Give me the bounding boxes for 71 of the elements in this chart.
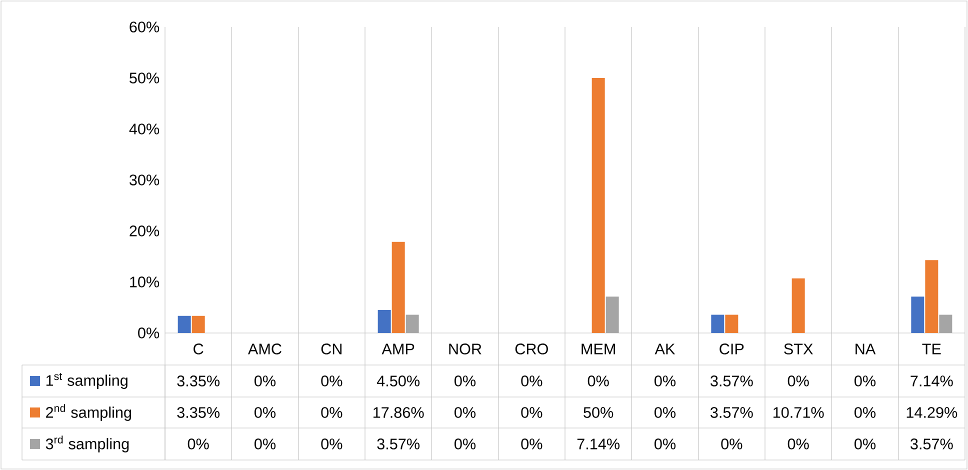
x-tick-label: TE xyxy=(922,344,941,354)
bar xyxy=(725,314,738,333)
bar xyxy=(392,242,405,333)
legend-label: 1$^{st}$ sampling xyxy=(46,373,128,389)
bar xyxy=(792,278,805,333)
x-tick-label: CN xyxy=(321,344,342,354)
y-tick-label: 60% xyxy=(130,22,160,32)
x-tick-label: STX xyxy=(784,344,813,354)
x-tick-label: AK xyxy=(654,344,676,354)
bar xyxy=(378,310,391,333)
data-label: 0% xyxy=(454,376,476,386)
data-label: 3.57% xyxy=(710,376,753,386)
bar xyxy=(178,316,191,333)
x-tick-label: AMC xyxy=(248,344,282,354)
data-label: 3.35% xyxy=(177,376,220,386)
x-tick-label: NA xyxy=(856,344,876,354)
data-label: 0% xyxy=(788,438,809,450)
data-label: 3.57% xyxy=(910,438,953,450)
bar xyxy=(911,296,924,333)
bar xyxy=(192,316,205,333)
data-label: 0% xyxy=(321,376,342,386)
data-label: 0% xyxy=(854,376,876,386)
legend-label: 3$^{rd}$ sampling xyxy=(46,436,129,452)
x-tick-label: AMP xyxy=(382,344,414,354)
data-label: 0% xyxy=(254,407,276,418)
legend-label: 2$^{nd}$ sampling xyxy=(46,404,132,421)
data-label: 0% xyxy=(654,438,676,450)
data-label: 0% xyxy=(454,407,476,418)
data-label: 0% xyxy=(254,438,276,450)
data-label: 3.57% xyxy=(710,407,753,418)
data-label: 0% xyxy=(654,407,676,418)
bar xyxy=(406,314,419,333)
data-label: 7.14% xyxy=(577,438,620,450)
bar xyxy=(939,314,952,333)
data-label: 0% xyxy=(654,376,676,386)
bar xyxy=(925,260,938,333)
data-label: 0% xyxy=(788,376,809,386)
data-label: 4.50% xyxy=(376,376,420,386)
data-label: 0% xyxy=(321,438,342,450)
data-label: 0% xyxy=(588,376,609,386)
y-tick-label: 50% xyxy=(130,72,160,84)
x-tick-label: NOR xyxy=(449,344,482,354)
x-tick-label: CRO xyxy=(515,344,548,354)
data-label: 7.14% xyxy=(910,376,953,386)
data-label: 0% xyxy=(721,438,742,450)
x-tick-label: CIP xyxy=(720,344,744,354)
data-label: 0% xyxy=(188,438,209,450)
y-tick-label: 10% xyxy=(130,276,160,288)
bar xyxy=(711,314,724,333)
data-label: 0% xyxy=(521,407,542,418)
data-label: 0% xyxy=(454,438,476,450)
y-tick-label: 0% xyxy=(138,328,160,338)
data-label: 0% xyxy=(521,438,542,450)
data-label: 0% xyxy=(854,407,876,418)
x-tick-label: C xyxy=(194,344,204,354)
y-tick-label: 30% xyxy=(130,174,160,186)
bar xyxy=(606,296,619,333)
y-tick-label: 40% xyxy=(129,124,160,134)
data-label: 0% xyxy=(254,376,276,386)
x-tick-label: MEM xyxy=(582,344,615,354)
data-label: 17.86% xyxy=(374,407,424,418)
data-label: 14.29% xyxy=(906,407,958,418)
bar xyxy=(592,78,605,333)
data-label: 0% xyxy=(321,407,342,418)
data-label: 3.57% xyxy=(377,438,420,450)
data-label: 3.35% xyxy=(177,407,220,418)
data-label: 50% xyxy=(584,407,614,418)
data-label: 10.71% xyxy=(774,407,824,418)
y-tick-label: 20% xyxy=(130,226,160,236)
data-label: 0% xyxy=(521,376,542,386)
data-label: 0% xyxy=(854,438,876,450)
